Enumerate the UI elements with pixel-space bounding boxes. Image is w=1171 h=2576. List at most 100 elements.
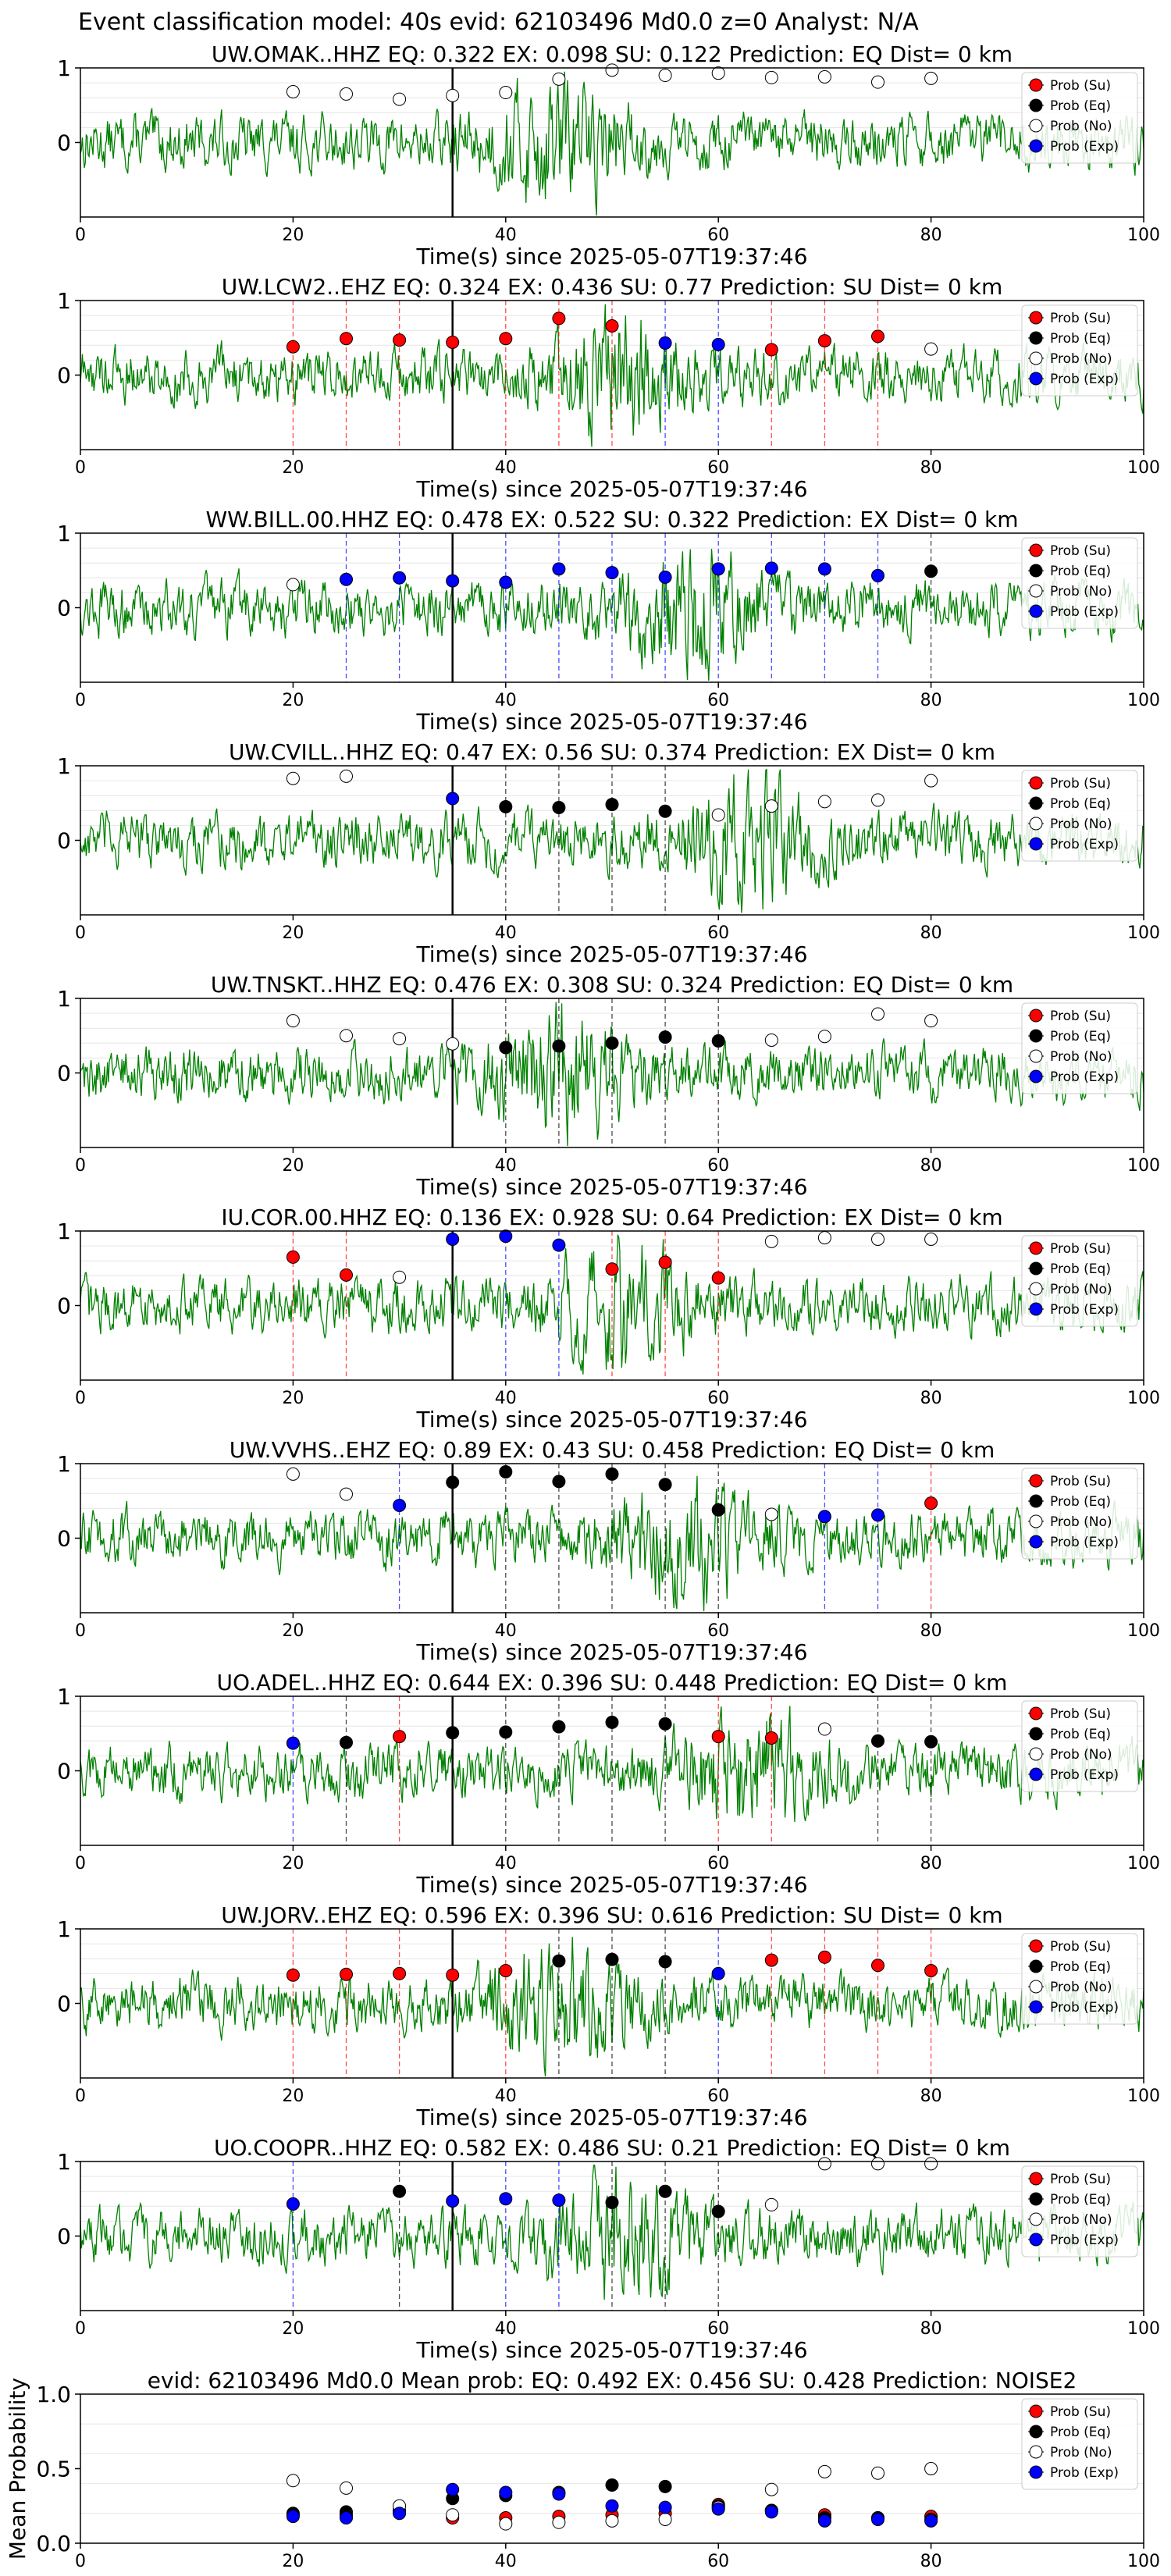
- panel-title: evid: 62103496 Md0.0 Mean prob: EQ: 0.49…: [148, 2368, 1077, 2393]
- prob-marker-no: [817, 1030, 831, 1044]
- prob-marker-exp: [871, 568, 884, 582]
- prob-marker-eq: [711, 1503, 725, 1517]
- x-tick-label: 80: [920, 1854, 942, 1873]
- x-tick-label: 80: [920, 226, 942, 245]
- y-tick-label: 1: [57, 1684, 71, 1710]
- x-tick-label: 20: [282, 2087, 304, 2106]
- prob-marker-no: [817, 2157, 831, 2171]
- prob-marker-eq: [658, 1478, 672, 1492]
- legend-marker-exp: [1029, 1302, 1043, 1316]
- prob-marker-exp: [711, 562, 725, 576]
- plot-frame: [80, 2161, 1144, 2311]
- legend: Prob (Su) Prob (Eq) Prob (No) Prob (Exp): [1021, 72, 1138, 164]
- panel-2: UW.LCW2..EHZ EQ: 0.324 EX: 0.436 SU: 0.7…: [57, 274, 1160, 502]
- legend-box: [1021, 770, 1138, 862]
- prob-marker-no: [924, 1233, 938, 1247]
- prob-marker-su: [499, 1963, 513, 1977]
- legend-label: Prob (No): [1050, 351, 1112, 367]
- prob-marker-exp: [817, 1510, 831, 1524]
- x-tick-label: 100: [1127, 1621, 1160, 1641]
- mean-marker-exp: [499, 2485, 513, 2500]
- legend-label: Prob (Exp): [1050, 1767, 1119, 1783]
- y-tick-label: 0: [57, 1061, 71, 1087]
- prob-marker-eq: [393, 2184, 407, 2198]
- panel-title: UW.LCW2..EHZ EQ: 0.324 EX: 0.436 SU: 0.7…: [222, 274, 1002, 300]
- x-tick-label: 60: [707, 923, 729, 943]
- panel-title: UW.VVHS..EHZ EQ: 0.89 EX: 0.43 SU: 0.458…: [230, 1437, 995, 1463]
- legend-label: Prob (Eq): [1050, 2192, 1111, 2208]
- mean-marker-exp: [605, 2499, 619, 2513]
- legend-marker-su: [1029, 1009, 1043, 1023]
- legend-marker-exp: [1029, 1535, 1043, 1549]
- prob-marker-no: [924, 1014, 938, 1028]
- x-tick-label: 60: [707, 1156, 729, 1176]
- prob-marker-eq: [658, 1955, 672, 1969]
- prob-marker-su: [393, 1730, 407, 1744]
- x-tick-label: 80: [920, 923, 942, 943]
- legend-marker-no: [1029, 351, 1043, 365]
- x-tick-label: 20: [282, 1156, 304, 1176]
- prob-marker-no: [605, 63, 619, 77]
- prob-marker-su: [340, 1967, 353, 1981]
- y-tick-label: 1: [57, 521, 71, 546]
- x-tick-label: 80: [920, 691, 942, 710]
- x-tick-label: 0: [75, 1854, 86, 1873]
- prob-marker-no: [924, 2157, 938, 2171]
- legend-label: Prob (Eq): [1050, 98, 1111, 114]
- prob-marker-exp: [817, 562, 831, 576]
- x-tick-label: 80: [920, 2552, 942, 2571]
- x-tick-label: 20: [282, 1621, 304, 1641]
- prob-marker-no: [764, 1234, 778, 1248]
- y-tick-label: 1: [57, 55, 71, 81]
- x-tick-label: 40: [495, 2319, 517, 2339]
- x-axis-label: Time(s) since 2025-05-07T19:37:46: [415, 941, 807, 967]
- panel-title: WW.BILL.00.HHZ EQ: 0.478 EX: 0.522 SU: 0…: [205, 507, 1018, 532]
- x-axis-label: Time(s) since 2025-05-07T19:37:46: [415, 1174, 807, 1200]
- grid: [80, 1943, 1144, 1989]
- x-tick-label: 20: [282, 691, 304, 710]
- prob-marker-eq: [658, 2184, 672, 2198]
- legend-label: Prob (Eq): [1050, 1261, 1111, 1277]
- legend-label: Prob (Su): [1050, 78, 1111, 94]
- legend-box: [1021, 72, 1138, 164]
- x-axis-label: Time(s) since 2025-05-07T19:37:46: [415, 1872, 807, 1898]
- legend-label: Prob (Eq): [1050, 331, 1111, 347]
- legend: Prob (Su) Prob (Eq) Prob (No) Prob (Exp): [1021, 2398, 1138, 2490]
- prob-marker-exp: [658, 336, 672, 350]
- legend-marker-no: [1029, 119, 1043, 133]
- legend-label: Prob (Su): [1050, 776, 1111, 792]
- legend-marker-no: [1029, 1980, 1043, 1994]
- mean-marker-no: [764, 2482, 778, 2496]
- grid: [80, 82, 1144, 128]
- mean-marker-no: [552, 2515, 566, 2529]
- legend-label: Prob (No): [1050, 2212, 1112, 2228]
- prob-marker-exp: [393, 571, 407, 585]
- y-tick-label: 1: [57, 753, 71, 779]
- legend-marker-su: [1029, 776, 1043, 790]
- plot-frame: [80, 1928, 1144, 2079]
- panel-3: WW.BILL.00.HHZ EQ: 0.478 EX: 0.522 SU: 0…: [57, 507, 1160, 735]
- prob-marker-no: [764, 70, 778, 84]
- legend-label: Prob (Eq): [1050, 796, 1111, 812]
- x-axis-label: Time(s) since 2025-05-07T19:37:46: [415, 476, 807, 502]
- prob-marker-su: [764, 343, 778, 357]
- prob-marker-eq: [658, 1717, 672, 1731]
- x-tick-label: 20: [282, 2319, 304, 2339]
- y-tick-label: 0.0: [36, 2531, 71, 2556]
- panel-title: UW.OMAK..HHZ EQ: 0.322 EX: 0.098 SU: 0.1…: [212, 41, 1013, 67]
- prob-marker-su: [711, 1730, 725, 1744]
- prob-marker-su: [711, 1271, 725, 1285]
- prob-marker-su: [605, 1262, 619, 1276]
- x-axis-label: Time(s) since 2025-05-07T19:37:46: [415, 244, 807, 269]
- prob-marker-exp: [552, 2194, 566, 2208]
- x-tick-label: 60: [707, 2087, 729, 2106]
- prob-marker-su: [764, 1953, 778, 1967]
- x-tick-label: 60: [707, 2319, 729, 2339]
- prob-marker-eq: [605, 2196, 619, 2210]
- legend-marker-no: [1029, 817, 1043, 831]
- legend-marker-eq: [1029, 1494, 1043, 1508]
- mean-marker-exp: [286, 2510, 300, 2524]
- x-tick-label: 20: [282, 2552, 304, 2571]
- legend-label: Prob (Exp): [1050, 2465, 1119, 2481]
- legend-label: Prob (No): [1050, 1282, 1112, 1297]
